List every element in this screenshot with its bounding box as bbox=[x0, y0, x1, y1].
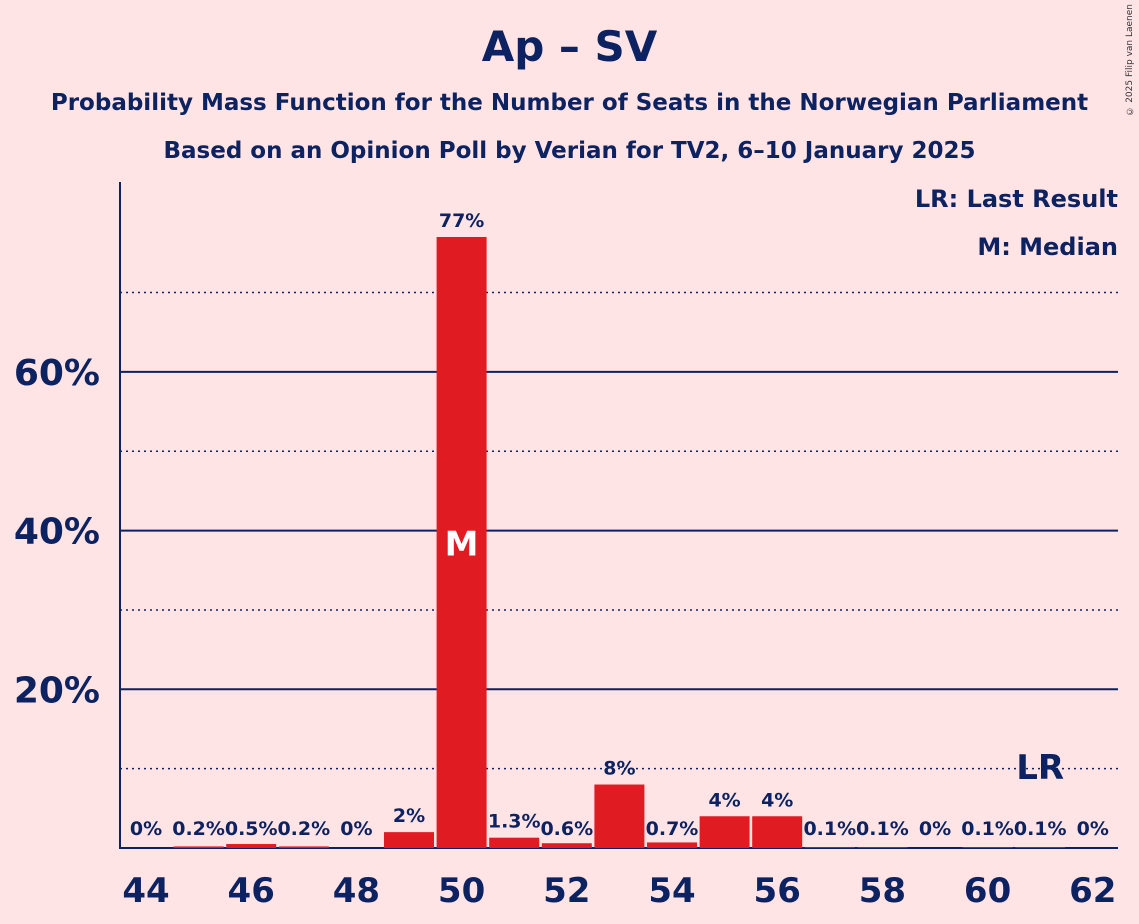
data-label: 2% bbox=[393, 805, 425, 827]
bar bbox=[226, 844, 277, 848]
data-label: 0.5% bbox=[225, 818, 278, 840]
bar bbox=[489, 837, 540, 848]
bar bbox=[173, 846, 224, 848]
y-tick-label: 20% bbox=[14, 670, 100, 711]
x-tick-label: 50 bbox=[438, 871, 485, 911]
median-marker: M bbox=[445, 525, 479, 565]
y-tick-label: 40% bbox=[14, 512, 100, 553]
x-tick-label: 46 bbox=[228, 871, 275, 911]
last-result-marker: LR bbox=[1016, 748, 1064, 788]
bar bbox=[962, 847, 1013, 848]
bar bbox=[804, 847, 855, 848]
x-tick-label: 62 bbox=[1069, 871, 1116, 911]
chart-source: Based on an Opinion Poll by Verian for T… bbox=[163, 138, 976, 164]
x-tick-label: 58 bbox=[859, 871, 906, 911]
data-label: 1.3% bbox=[488, 811, 541, 833]
legend-median: M: Median bbox=[977, 233, 1118, 261]
bar bbox=[1015, 847, 1066, 848]
data-label: 0.7% bbox=[646, 818, 699, 840]
chart-title: Ap – SV bbox=[481, 22, 658, 71]
data-label: 0.1% bbox=[803, 818, 856, 840]
data-label: 0% bbox=[340, 818, 372, 840]
x-tick-label: 44 bbox=[122, 871, 169, 911]
data-label: 0.1% bbox=[1014, 818, 1067, 840]
bar bbox=[541, 843, 592, 848]
bar bbox=[436, 237, 487, 848]
data-label: 0.1% bbox=[856, 818, 909, 840]
data-label: 77% bbox=[439, 210, 484, 232]
data-label: 8% bbox=[603, 758, 635, 780]
data-label: 0% bbox=[919, 818, 951, 840]
data-label: 0.2% bbox=[277, 818, 330, 840]
bar bbox=[752, 816, 803, 848]
data-label: 0.2% bbox=[172, 818, 225, 840]
x-tick-label: 54 bbox=[648, 871, 695, 911]
bar bbox=[278, 846, 329, 848]
data-label: 4% bbox=[708, 789, 740, 811]
x-tick-label: 52 bbox=[543, 871, 590, 911]
chart-subtitle: Probability Mass Function for the Number… bbox=[50, 90, 1089, 116]
x-tick-label: 48 bbox=[333, 871, 380, 911]
bar bbox=[857, 847, 908, 848]
bar bbox=[699, 816, 750, 848]
data-label: 0% bbox=[130, 818, 162, 840]
bar bbox=[384, 832, 434, 848]
x-tick-label: 56 bbox=[754, 871, 801, 911]
data-label: 4% bbox=[761, 789, 793, 811]
bar bbox=[594, 784, 645, 848]
legend-last-result: LR: Last Result bbox=[914, 185, 1118, 213]
data-label: 0% bbox=[1077, 818, 1109, 840]
y-tick-label: 60% bbox=[14, 353, 100, 394]
data-label: 0.6% bbox=[540, 818, 593, 840]
bar bbox=[647, 842, 697, 848]
x-tick-label: 60 bbox=[964, 871, 1011, 911]
data-label: 0.1% bbox=[961, 818, 1014, 840]
